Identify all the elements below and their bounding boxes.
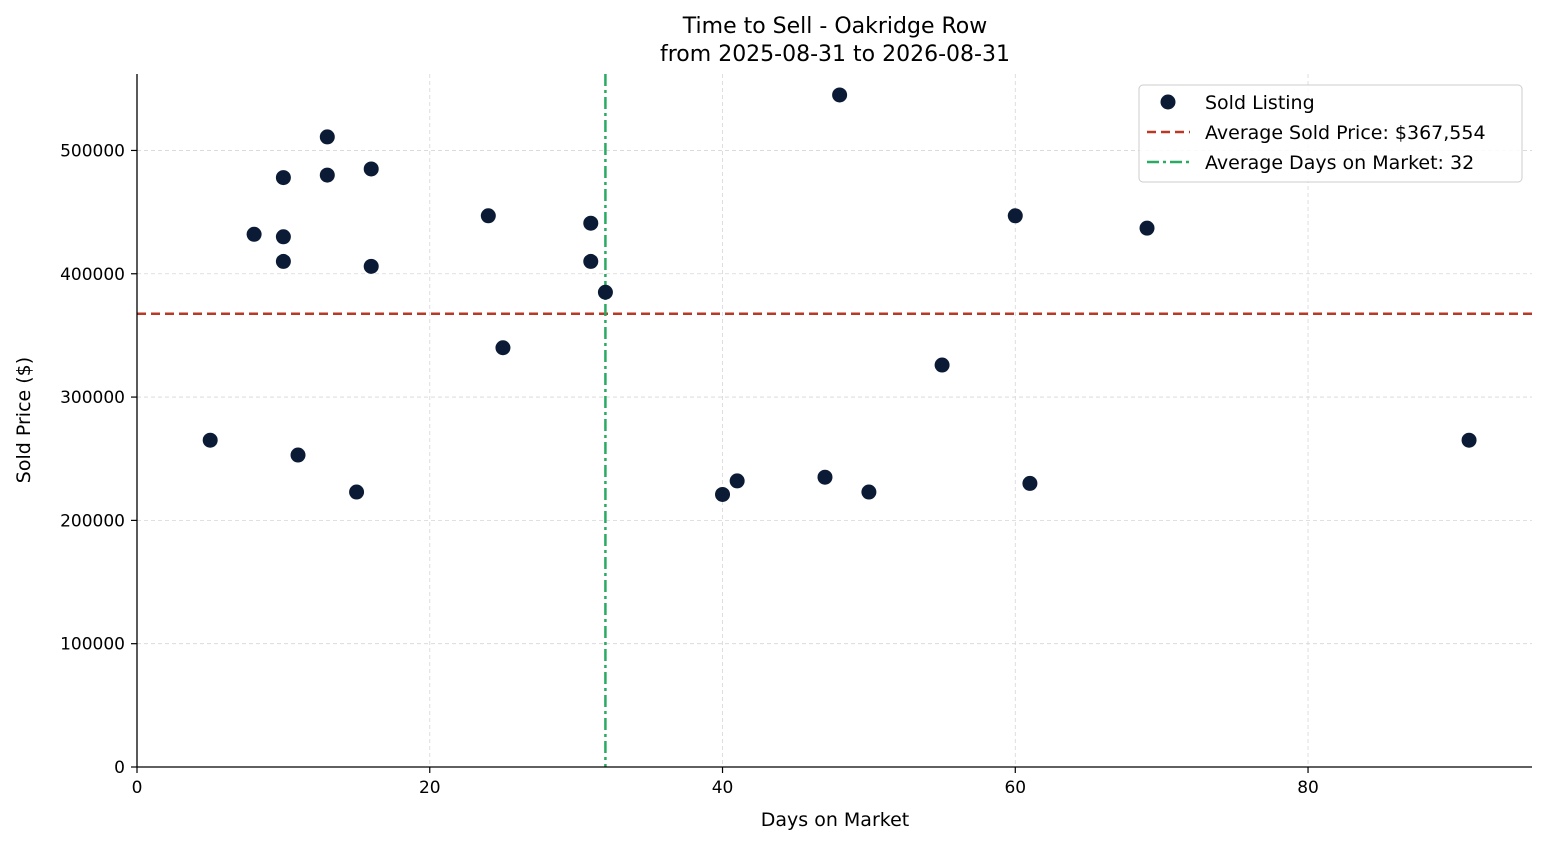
y-tick-label: 300000 — [60, 388, 125, 408]
tick-labels: 0 20 40 60 80 0 100000 200000 300000 400000 500000 — [60, 141, 1319, 798]
legend-label-average-price: Average Sold Price: $367,554 — [1205, 122, 1486, 144]
data-point — [363, 258, 379, 274]
legend-label-sold-listing: Sold Listing — [1205, 92, 1315, 114]
y-tick-label: 200000 — [60, 511, 125, 531]
data-point — [363, 161, 379, 177]
data-point — [202, 432, 218, 448]
x-tick-label: 0 — [132, 778, 143, 798]
data-point — [246, 226, 262, 242]
legend-marker-sold-listing — [1160, 94, 1176, 110]
y-tick-label: 0 — [114, 758, 125, 778]
data-point — [349, 484, 365, 500]
legend: Sold Listing Average Sold Price: $367,554… — [1138, 84, 1523, 183]
data-point — [583, 253, 599, 269]
data-point — [480, 208, 496, 224]
data-points — [202, 87, 1477, 502]
data-point — [1461, 432, 1477, 448]
y-tick-label: 500000 — [60, 141, 125, 161]
legend-box — [1138, 84, 1523, 183]
data-point — [275, 170, 291, 186]
data-point — [1139, 220, 1155, 236]
data-point — [817, 469, 833, 485]
y-tick-label: 100000 — [60, 635, 125, 655]
chart-title-group: Time to Sell - Oakridge Row from 2025-08… — [660, 14, 1010, 67]
x-tick-label: 20 — [419, 778, 441, 798]
data-point — [495, 340, 511, 356]
data-point — [275, 229, 291, 245]
data-point — [861, 484, 877, 500]
x-axis-label: Days on Market — [761, 809, 909, 831]
chart-subtitle: from 2025-08-31 to 2026-08-31 — [660, 42, 1010, 67]
x-tick-label: 40 — [712, 778, 734, 798]
data-point — [1007, 208, 1023, 224]
data-point — [1022, 475, 1038, 491]
chart-title: Time to Sell - Oakridge Row — [682, 14, 987, 39]
data-point — [597, 284, 613, 300]
y-axis-label: Sold Price ($) — [13, 357, 35, 483]
x-tick-label: 80 — [1297, 778, 1319, 798]
data-point — [583, 215, 599, 231]
axes — [131, 74, 1532, 773]
reference-lines — [137, 74, 1532, 767]
data-point — [319, 129, 335, 145]
x-tick-label: 60 — [1004, 778, 1026, 798]
data-point — [715, 486, 731, 502]
data-point — [290, 447, 306, 463]
y-tick-label: 400000 — [60, 265, 125, 285]
data-point — [934, 357, 950, 373]
legend-label-average-days: Average Days on Market: 32 — [1205, 152, 1474, 174]
data-point — [319, 167, 335, 183]
data-point — [275, 253, 291, 269]
data-point — [832, 87, 848, 103]
data-point — [729, 473, 745, 489]
